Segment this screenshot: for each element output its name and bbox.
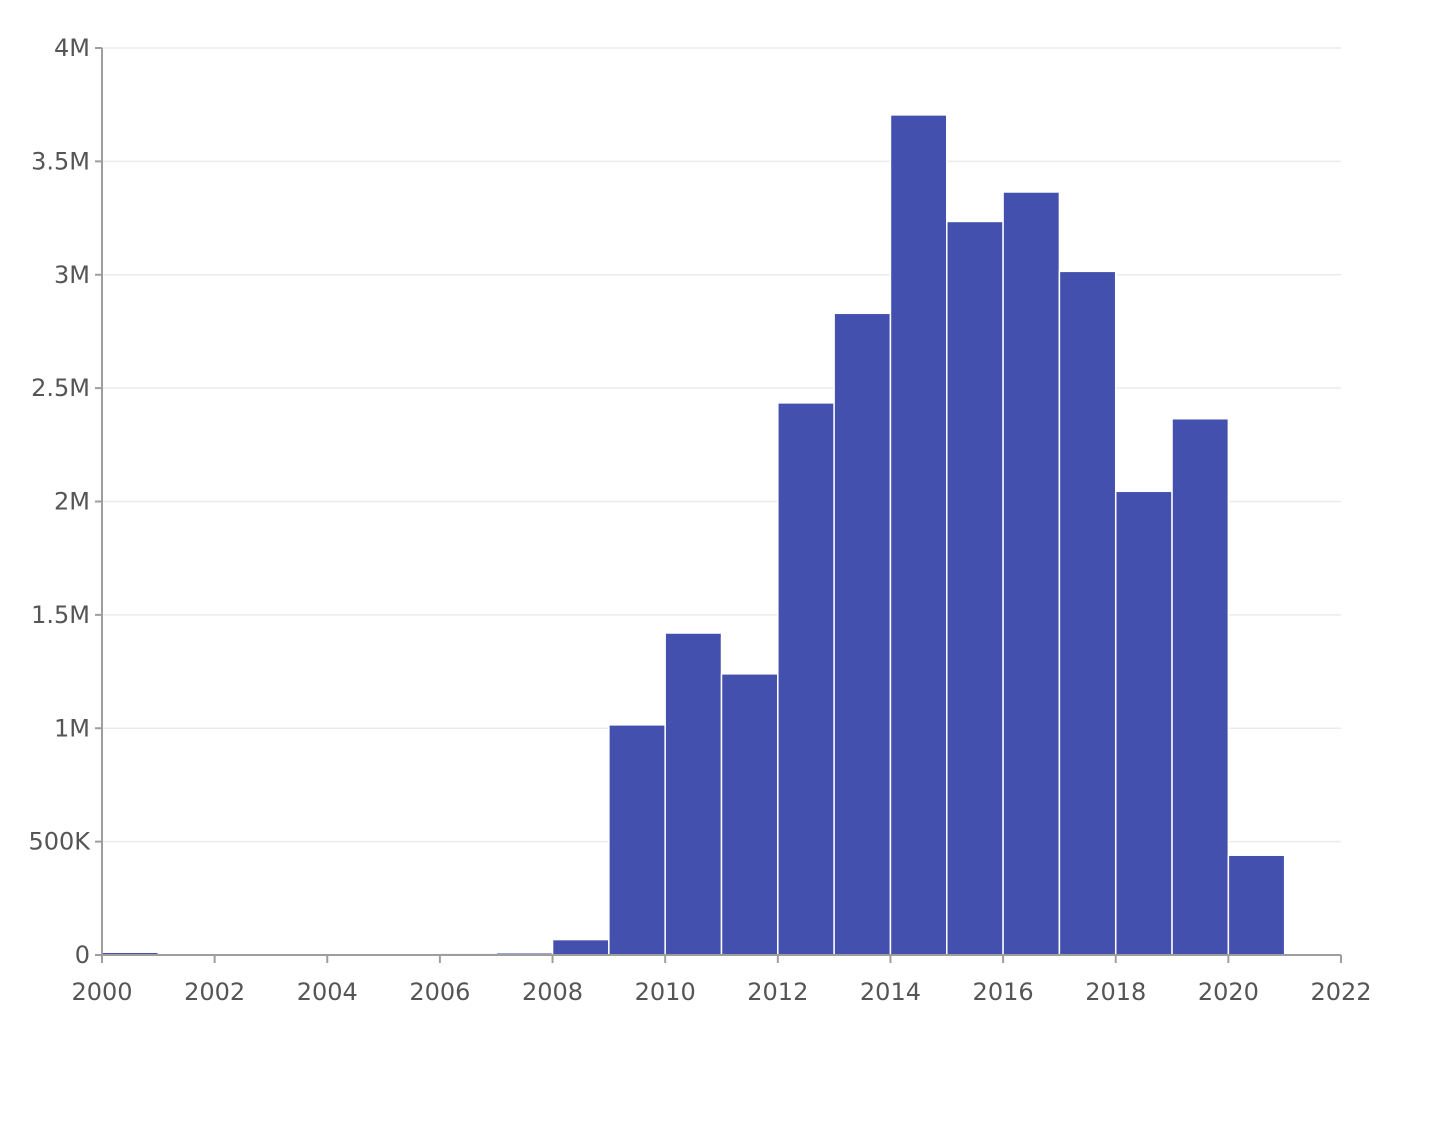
histogram-bar <box>833 312 892 956</box>
y-tick-label: 1.5M <box>31 601 90 629</box>
histogram-bar <box>889 114 948 956</box>
histogram-bar <box>1171 417 1230 956</box>
x-tick-label: 2012 <box>747 978 808 1006</box>
bars <box>101 114 1286 956</box>
grid-lines <box>102 47 1341 843</box>
histogram-bar <box>777 402 835 956</box>
y-tick-label: 0 <box>75 941 90 969</box>
y-axis: 0 500K 1M 1.5M 2M 2.5M 3M 3.5M 4M <box>28 34 103 969</box>
y-tick-label: 1M <box>54 714 90 742</box>
histogram-bar <box>946 220 1004 956</box>
x-tick-label: 2006 <box>409 978 470 1006</box>
x-tick-label: 2008 <box>522 978 583 1006</box>
y-tick-label: 4M <box>54 34 90 62</box>
histogram-bar <box>551 938 610 956</box>
histogram-bar <box>1058 270 1117 956</box>
y-tick-label: 2.5M <box>31 374 90 402</box>
x-tick-label: 2000 <box>71 978 132 1006</box>
histogram-bar <box>608 724 666 956</box>
x-tick-label: 2018 <box>1085 978 1146 1006</box>
x-axis: 2000 2002 2004 2006 2008 2010 2012 2014 2016 2018… <box>71 954 1372 1006</box>
y-tick-label: 3.5M <box>31 147 90 175</box>
x-tick-label: 2020 <box>1198 978 1259 1006</box>
x-tick-label: 2002 <box>184 978 245 1006</box>
x-tick-label: 2010 <box>635 978 696 1006</box>
histogram-bar <box>1227 854 1286 956</box>
x-tick-label: 2016 <box>973 978 1034 1006</box>
histogram-bar <box>720 673 779 956</box>
y-tick-label: 3M <box>54 261 90 289</box>
x-tick-label: 2014 <box>860 978 921 1006</box>
y-tick-label: 2M <box>54 488 90 516</box>
x-tick-label: 2022 <box>1310 978 1371 1006</box>
y-tick-label: 500K <box>28 828 91 856</box>
x-tick-label: 2004 <box>297 978 358 1006</box>
histogram-bar <box>1002 191 1061 956</box>
histogram-bar <box>1114 490 1173 956</box>
histogram-bar <box>664 632 723 956</box>
